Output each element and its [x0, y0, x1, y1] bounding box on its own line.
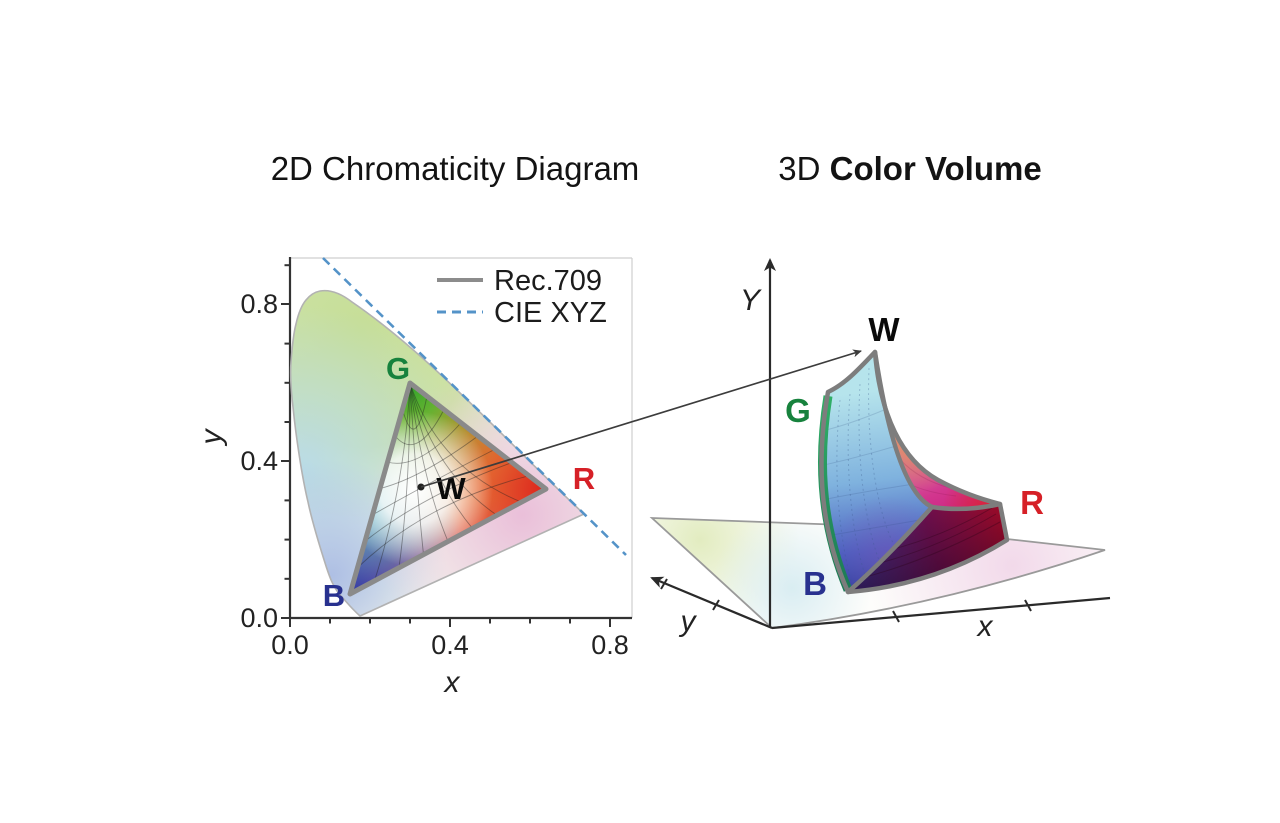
legend-label-rec709: Rec.709 [494, 265, 602, 297]
x-axis-ticks [289, 618, 611, 627]
gamut-mesh-grid [357, 383, 530, 582]
label-3d-white: W [868, 311, 900, 348]
rec709-triangle-outline [347, 380, 549, 597]
plane-outline [649, 517, 1106, 629]
y-axis-label: y [195, 428, 228, 447]
volume-edges [819, 349, 1010, 595]
edge-junction-red [929, 501, 1003, 512]
left-face-mesh-horizontal [821, 409, 921, 536]
x-tick-0.4: 0.4 [431, 630, 469, 660]
panel-2d-chromaticity: 0.0 0.4 0.8 0.0 0.4 0.8 x y Rec.709 CIE … [195, 257, 633, 699]
label-2d-white: W [436, 471, 466, 506]
x-axis-label: x [443, 666, 461, 699]
y-axis-ticks [281, 264, 290, 619]
axes-3d [650, 258, 1111, 630]
panel-3d-color-volume: Y y x [649, 258, 1111, 643]
label-2d-red: R [573, 461, 595, 496]
x-axis-3d [771, 596, 1111, 630]
cie-xyz-line [322, 257, 627, 556]
y-axis-label-3d: y [679, 605, 698, 638]
label-2d-green: G [386, 351, 410, 386]
x-tick-0.0: 0.0 [271, 630, 309, 660]
y-tick-0.0: 0.0 [240, 603, 278, 633]
y-tick-0.4: 0.4 [240, 446, 278, 476]
edge-apex-junction [872, 349, 935, 510]
plot-frame [288, 257, 633, 620]
left-face-mesh [836, 367, 899, 586]
y-tick-0.8: 0.8 [240, 289, 278, 319]
title-3d-prefix: 3D [778, 150, 821, 187]
label-3d-red: R [1020, 484, 1044, 521]
volume-outline [819, 349, 1010, 595]
Y-axis-label-3d: Y [740, 284, 762, 317]
title-3d: 3D Color Volume [700, 150, 1120, 188]
label-3d-green: G [785, 392, 811, 429]
legend: Rec.709 CIE XYZ [437, 265, 607, 329]
label-3d-blue: B [803, 565, 827, 602]
edge-junction-blue [845, 504, 935, 595]
label-2d-blue: B [323, 578, 345, 613]
title-3d-emphasis: Color Volume [829, 150, 1042, 187]
y-axis-3d [650, 576, 773, 630]
x-axis-label-3d: x [976, 610, 994, 643]
axis-ticks-3d [660, 578, 1032, 623]
legend-label-ciexyz: CIE XYZ [494, 297, 607, 329]
x-tick-0.8: 0.8 [591, 630, 629, 660]
title-2d: 2D Chromaticity Diagram [230, 150, 680, 188]
title-2d-text: 2D Chromaticity Diagram [270, 150, 640, 187]
white-point-connector-arrow [420, 349, 862, 488]
bottom-band-mesh [861, 507, 1001, 579]
horseshoe-outline [289, 289, 586, 617]
